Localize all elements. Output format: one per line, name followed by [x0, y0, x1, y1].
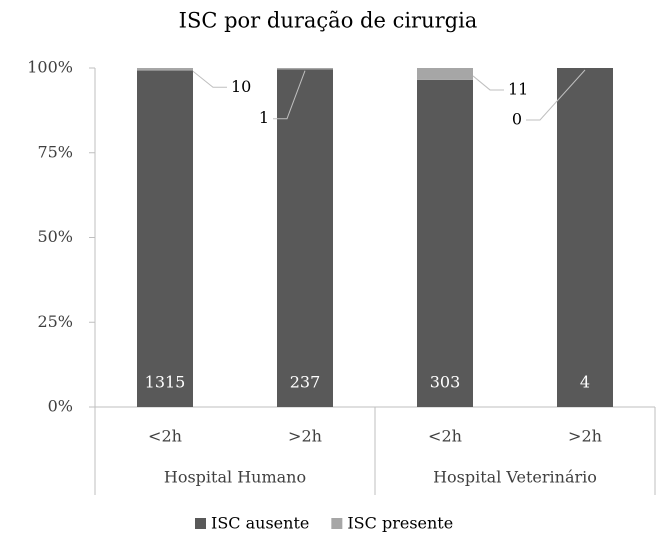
- leader-line: [273, 70, 306, 120]
- group-label: Hospital Humano: [164, 468, 306, 487]
- leader-line: [472, 75, 504, 91]
- bar-segment: [417, 68, 473, 80]
- y-tick-label: 75%: [37, 142, 73, 161]
- bar-segment: [277, 69, 333, 407]
- x-tick-label: <2h: [148, 427, 182, 446]
- data-label: 11: [508, 79, 528, 98]
- y-tick-label: 50%: [37, 227, 73, 246]
- y-tick-label: 100%: [27, 58, 73, 77]
- bar-segment: [277, 68, 333, 70]
- bar-segment: [137, 70, 193, 408]
- leader-line: [526, 69, 586, 121]
- group-label: Hospital Veterinário: [433, 468, 597, 487]
- y-tick-label: 0%: [48, 397, 73, 416]
- bar-segment: [557, 68, 613, 407]
- data-label: 237: [290, 373, 321, 392]
- data-label: 0: [512, 110, 522, 129]
- legend-swatch: [331, 518, 343, 529]
- legend-label: ISC ausente: [211, 514, 309, 533]
- data-label: 4: [580, 373, 590, 392]
- data-label: 1315: [145, 373, 186, 392]
- bar-segment: [417, 79, 473, 407]
- legend-swatch: [195, 518, 206, 529]
- data-label: 303: [430, 373, 461, 392]
- leader-line: [192, 70, 227, 88]
- x-tick-label: >2h: [568, 427, 602, 446]
- chart-title: ISC por duração de cirurgia: [179, 9, 478, 33]
- x-tick-label: <2h: [428, 427, 462, 446]
- legend-label: ISC presente: [347, 514, 453, 533]
- x-tick-label: >2h: [288, 427, 322, 446]
- data-label: 10: [231, 77, 251, 96]
- data-label: 1: [259, 108, 269, 127]
- y-tick-label: 25%: [37, 312, 73, 331]
- bar-segment: [137, 68, 193, 71]
